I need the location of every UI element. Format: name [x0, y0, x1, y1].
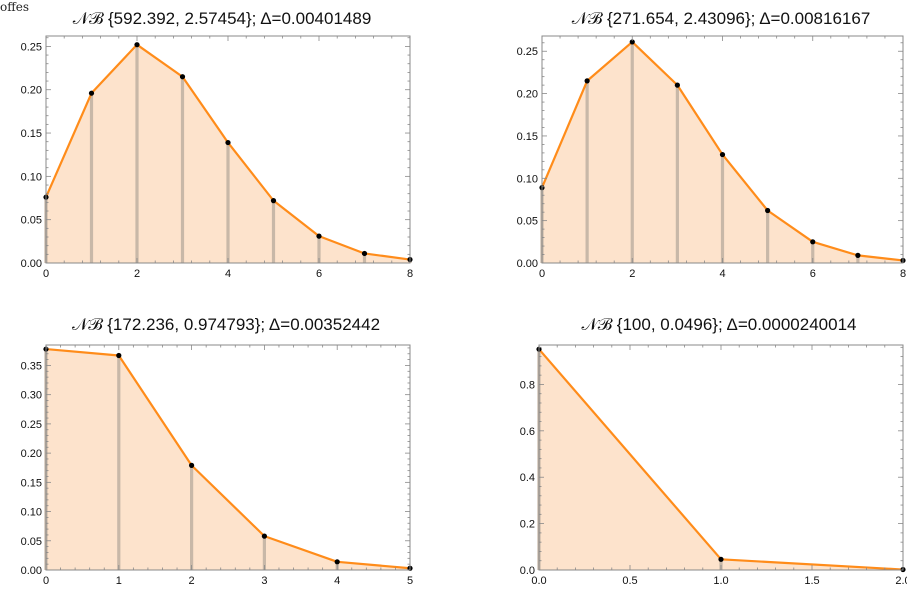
data-point — [116, 352, 122, 359]
y-tick-label: 0.05 — [517, 216, 538, 228]
x-tick-label: 0.0 — [531, 575, 546, 587]
x-tick-label: 8 — [900, 268, 906, 280]
x-tick-label: 4 — [225, 268, 231, 280]
x-tick-label: 0 — [43, 268, 49, 280]
y-tick-label: 0.05 — [21, 215, 42, 227]
data-point — [718, 556, 724, 562]
x-tick-label: 8 — [407, 268, 413, 280]
chart-title: 𝒩ℬ {172.236, 0.974793}; Δ=0.00352442 — [72, 315, 380, 334]
y-tick-label: 0.15 — [21, 128, 42, 140]
x-tick-label: 2 — [134, 268, 140, 280]
chart-title: 𝒩ℬ {271.654, 2.43096}; Δ=0.00816167 — [572, 9, 871, 28]
chart-panel-2: 𝒩ℬ {271.654, 2.43096}; Δ=0.00816167 0 2 4 6 8… — [517, 9, 906, 280]
x-tick-label: 1.5 — [804, 575, 819, 587]
data-point — [189, 462, 195, 468]
y-tick-label: 0.8 — [520, 379, 535, 391]
y-tick-label: 0.00 — [21, 258, 42, 270]
data-point — [584, 78, 590, 84]
data-point — [855, 252, 861, 258]
chart-title: 𝒩ℬ {592.392, 2.57454}; Δ=0.00401489 — [73, 9, 372, 28]
x-tick-label: 3 — [261, 575, 267, 587]
chart-panel-4: 𝒩ℬ {100, 0.0496}; Δ=0.0000240014 0.0 0.5 1.… — [520, 315, 907, 587]
x-tick-label: 1.0 — [713, 575, 728, 587]
x-tick-label: 2 — [629, 268, 635, 280]
data-point — [719, 151, 726, 158]
y-tick-label: 0.00 — [517, 258, 538, 270]
x-tick-label: 6 — [810, 268, 816, 280]
x-tick-label: 0 — [43, 575, 49, 587]
chart-title: 𝒩ℬ {100, 0.0496}; Δ=0.0000240014 — [582, 315, 857, 334]
y-tick-label: 0.35 — [21, 360, 42, 372]
data-point — [316, 233, 322, 239]
y-tick-label: 0.20 — [21, 448, 42, 460]
x-tick-label: 1 — [116, 575, 122, 587]
data-point — [261, 533, 267, 539]
data-point — [134, 42, 140, 48]
y-tick-label: 0.25 — [517, 46, 538, 58]
data-point — [361, 250, 368, 257]
y-tick-label: 0.2 — [520, 519, 535, 531]
y-tick-label: 0.10 — [21, 507, 42, 519]
data-point — [225, 139, 231, 146]
plot-frame — [45, 344, 411, 571]
y-tick-label: 0.25 — [21, 419, 42, 431]
y-tick-label: 0.30 — [21, 390, 42, 402]
x-tick-label: 6 — [316, 268, 322, 280]
y-tick-label: 0.05 — [21, 536, 42, 548]
data-point — [629, 39, 635, 45]
data-point — [334, 559, 340, 565]
y-tick-label: 0.4 — [520, 472, 535, 484]
data-point — [674, 82, 680, 88]
y-tick-label: 0.20 — [21, 85, 42, 97]
y-tick-label: 0.10 — [21, 171, 42, 183]
y-tick-label: 0.15 — [517, 131, 538, 143]
y-tick-label: 0.6 — [520, 426, 535, 438]
x-tick-label: 0 — [539, 268, 545, 280]
y-tick-label: 0.15 — [21, 477, 42, 489]
series-line — [45, 347, 411, 570]
data-point — [88, 90, 95, 96]
data-point — [765, 207, 771, 214]
x-tick-label: 2.0 — [895, 575, 907, 587]
data-point — [179, 74, 186, 80]
y-tick-label: 0.20 — [517, 89, 538, 101]
data-point — [810, 239, 816, 245]
y-tick-label: 0.00 — [21, 565, 42, 577]
y-tick-label: 0.10 — [517, 173, 538, 185]
area-fill — [539, 349, 903, 570]
chart-panel-3: 𝒩ℬ {172.236, 0.974793}; Δ=0.00352442 0 1 2 3… — [21, 315, 413, 587]
y-tick-label: 0.0 — [520, 565, 535, 577]
area-fill — [46, 349, 410, 570]
x-tick-label: 2 — [189, 575, 195, 587]
data-point — [270, 198, 277, 204]
x-tick-label: 4 — [719, 268, 725, 280]
stray-text: offes — [0, 0, 30, 14]
x-tick-label: 0.5 — [622, 575, 637, 587]
x-tick-label: 4 — [334, 575, 340, 587]
x-tick-label: 5 — [407, 575, 413, 587]
chart-panel-1: 𝒩ℬ {592.392, 2.57454}; Δ=0.00401489 0 2 4 6 8… — [21, 9, 413, 280]
y-tick-label: 0.25 — [21, 41, 42, 53]
